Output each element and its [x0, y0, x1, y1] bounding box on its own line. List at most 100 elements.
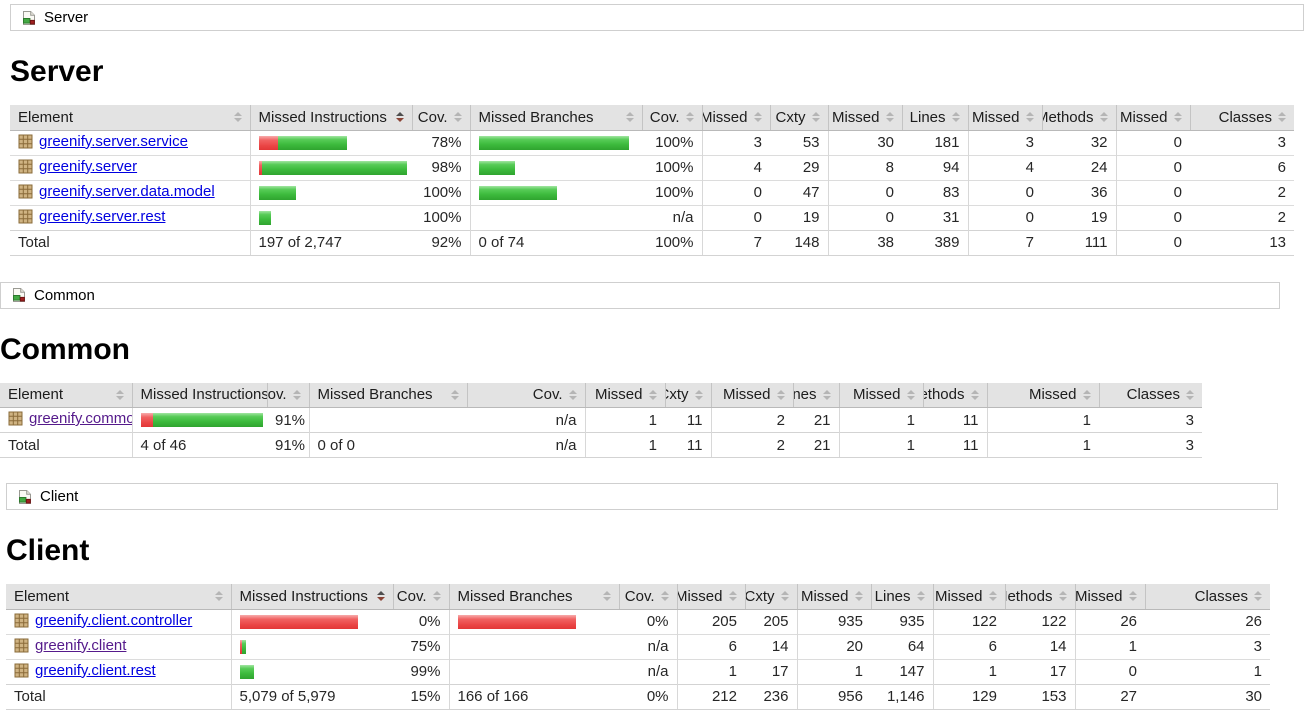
column-header-methods[interactable]: Methods	[1041, 105, 1116, 131]
instructions-coverage-cell: 0%	[393, 608, 449, 634]
sort-arrows-icon	[648, 389, 657, 400]
column-header-element[interactable]: Element	[6, 584, 231, 610]
column-header-missed-branches[interactable]: Missed Branches	[448, 584, 619, 610]
column-header-lines[interactable]: Lines	[792, 382, 839, 408]
column-header-missed[interactable]: Missed	[710, 382, 793, 408]
column-header-missed[interactable]: Missed	[796, 584, 871, 610]
instructions-coverage-cell: 75%	[393, 633, 449, 659]
sort-arrows-icon	[951, 112, 960, 123]
total-missed-cxty-cell: 212	[676, 683, 745, 710]
column-header-missed[interactable]: Missed	[932, 584, 1005, 610]
total-lines-cell: 21	[793, 432, 839, 458]
instructions-coverage-cell: 91%	[267, 407, 309, 433]
column-label: Missed Instructions	[140, 386, 268, 404]
column-label: Missed	[852, 386, 901, 404]
column-header-missed[interactable]: Missed	[584, 382, 665, 408]
column-header-methods[interactable]: Methods	[1004, 584, 1075, 610]
package-link[interactable]: greenify.server.data.model	[39, 182, 215, 200]
column-header-missed[interactable]: Missed	[701, 105, 770, 131]
total-missed-classes-cell: 1	[986, 432, 1099, 458]
missed-classes-cell: 26	[1074, 608, 1145, 634]
column-header-element[interactable]: Element	[0, 382, 132, 408]
sort-arrows-icon	[970, 389, 979, 400]
missed-instructions-bar-cell	[249, 204, 412, 230]
column-header-missed[interactable]: Missed	[838, 382, 923, 408]
total-missed-branches-cell: 166 of 166	[448, 683, 619, 710]
column-header-element[interactable]: Element	[10, 105, 250, 131]
missed-methods-cell: 0	[967, 204, 1042, 230]
column-header-cxty[interactable]: Cxty	[744, 584, 797, 610]
column-header-classes[interactable]: Classes	[1144, 584, 1270, 610]
column-label: Missed	[1119, 108, 1168, 126]
missed-classes-cell: 0	[1115, 129, 1190, 155]
missed-lines-cell: 8	[827, 154, 902, 180]
package-link[interactable]: greenify.server	[39, 157, 138, 175]
column-header-lines[interactable]: Lines	[901, 105, 968, 131]
column-label: Missed Branches	[457, 587, 573, 605]
column-header-missed-branches[interactable]: Missed Branches	[308, 382, 467, 408]
column-header-missed[interactable]: Missed	[1074, 584, 1145, 610]
column-label: Missed Instructions	[258, 108, 387, 126]
sort-arrows-icon	[568, 389, 577, 400]
header-row: Element Missed Instructions Cov. Missed Bra…	[10, 105, 1294, 131]
column-header-lines[interactable]: Lines	[870, 584, 933, 610]
sort-arrows-icon	[625, 112, 634, 123]
column-header-missed-branches[interactable]: Missed Branches	[469, 105, 642, 131]
sort-arrows-icon	[1254, 591, 1262, 602]
package-link[interactable]: greenify.client.rest	[35, 661, 156, 679]
column-header-missed[interactable]: Missed	[1115, 105, 1190, 131]
group-report-icon	[21, 10, 37, 26]
column-label: Missed Branches	[317, 386, 433, 404]
section-common: Common Common Element Missed Instructions…	[0, 281, 1311, 458]
package-link[interactable]: greenify.common	[29, 410, 132, 427]
column-label: Classes	[1126, 386, 1180, 404]
column-header-cov-[interactable]: Cov.	[618, 584, 677, 610]
column-header-cov-[interactable]: Cov.	[411, 105, 470, 131]
lines-cell: 31	[902, 204, 968, 230]
sort-arrows-icon	[1173, 112, 1182, 123]
covered-bar-segment	[258, 185, 296, 200]
missed-methods-cell: 1	[838, 407, 923, 433]
package-link[interactable]: greenify.client	[35, 636, 127, 654]
column-header-methods[interactable]: Methods	[922, 382, 987, 408]
column-header-missed-instructions[interactable]: Missed Instructions	[249, 105, 412, 131]
column-header-cxty[interactable]: Cxty	[664, 382, 711, 408]
element-cell: greenify.client	[6, 633, 231, 659]
package-link[interactable]: greenify.client.controller	[35, 611, 193, 629]
table-row: greenify.common 91% n/a 1 11 2 21 1 11 1 3	[0, 407, 1202, 433]
cxty-cell: 14	[745, 633, 797, 659]
column-header-cxty[interactable]: Cxty	[769, 105, 828, 131]
missed-methods-cell: 0	[967, 179, 1042, 205]
column-header-cov-[interactable]: Cov.	[466, 382, 585, 408]
missed-branches-bar-cell	[469, 154, 642, 180]
classes-cell: 3	[1190, 129, 1294, 155]
column-header-missed[interactable]: Missed	[986, 382, 1099, 408]
missed-classes-cell: 0	[1115, 179, 1190, 205]
sort-arrows-icon	[376, 591, 385, 602]
column-header-classes[interactable]: Classes	[1189, 105, 1294, 131]
column-label: Missed	[722, 386, 771, 404]
column-header-missed[interactable]: Missed	[967, 105, 1042, 131]
column-header-missed[interactable]: Missed	[827, 105, 902, 131]
coverage-bar	[239, 664, 386, 679]
total-missed-branches-cell: 0 of 74	[469, 229, 642, 256]
missed-branches-bar-cell	[469, 204, 642, 230]
package-icon	[18, 209, 33, 228]
column-label: Element	[18, 108, 74, 126]
covered-bar-segment	[478, 135, 629, 150]
column-header-cov-[interactable]: Cov.	[392, 584, 449, 610]
column-header-missed-instructions[interactable]: Missed Instructions	[131, 382, 268, 408]
column-header-cov-[interactable]: Cov.	[641, 105, 702, 131]
package-link[interactable]: greenify.server.service	[39, 132, 188, 150]
column-header-classes[interactable]: Classes	[1098, 382, 1202, 408]
column-header-missed-instructions[interactable]: Missed Instructions	[230, 584, 393, 610]
cxty-cell: 47	[770, 179, 828, 205]
column-header-cov-[interactable]: Cov.	[266, 382, 309, 408]
breadcrumb-label: Server	[44, 9, 89, 26]
column-header-missed[interactable]: Missed	[676, 584, 745, 610]
branches-coverage-cell: n/a	[642, 204, 702, 230]
page-title: Common	[0, 332, 130, 366]
column-label: Cov.	[532, 386, 563, 404]
package-link[interactable]: greenify.server.rest	[39, 207, 166, 225]
missed-lines-cell: 1	[796, 658, 871, 684]
